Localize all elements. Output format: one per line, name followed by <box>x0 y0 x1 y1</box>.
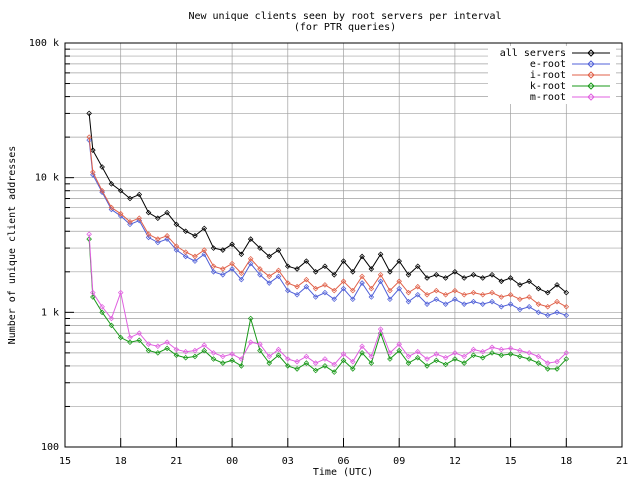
series-line <box>86 236 570 375</box>
x-tick-label: 21 <box>616 456 628 467</box>
series-line <box>86 231 570 368</box>
x-tick-label: 15 <box>505 456 517 467</box>
y-tick-label: 10 k <box>35 173 59 184</box>
x-tick-label: 00 <box>226 456 238 467</box>
legend-label: m-root <box>530 92 566 103</box>
legend-label: e-root <box>530 59 566 70</box>
legend-marker <box>587 60 595 68</box>
x-tick-label: 03 <box>282 456 294 467</box>
y-tick-label: 100 k <box>29 38 59 49</box>
x-tick-label: 15 <box>59 456 71 467</box>
x-tick-label: 12 <box>449 456 461 467</box>
chart-subtitle: (for PTR queries) <box>294 22 396 33</box>
x-tick-label: 21 <box>170 456 182 467</box>
legend-marker <box>587 93 595 101</box>
x-tick-label: 06 <box>337 456 349 467</box>
legend-marker <box>587 71 595 79</box>
series-line <box>86 110 570 296</box>
legend-label: i-root <box>530 70 566 81</box>
x-tick-label: 18 <box>115 456 127 467</box>
plot-frame <box>64 42 623 448</box>
series-line <box>86 134 570 310</box>
y-axis-label: Number of unique client addresses <box>7 146 18 345</box>
series-line <box>86 137 570 319</box>
x-tick-label: 09 <box>393 456 405 467</box>
legend-marker <box>587 49 595 57</box>
y-tick-label: 100 <box>41 442 59 453</box>
x-tick-label: 18 <box>560 456 572 467</box>
x-axis-label: Time (UTC) <box>313 467 373 478</box>
legend-label: all servers <box>500 48 566 59</box>
chart-title: New unique clients seen by root servers … <box>188 11 501 22</box>
legend-marker <box>587 82 595 90</box>
y-tick-label: 1 k <box>41 307 59 318</box>
legend-label: k-root <box>530 81 566 92</box>
